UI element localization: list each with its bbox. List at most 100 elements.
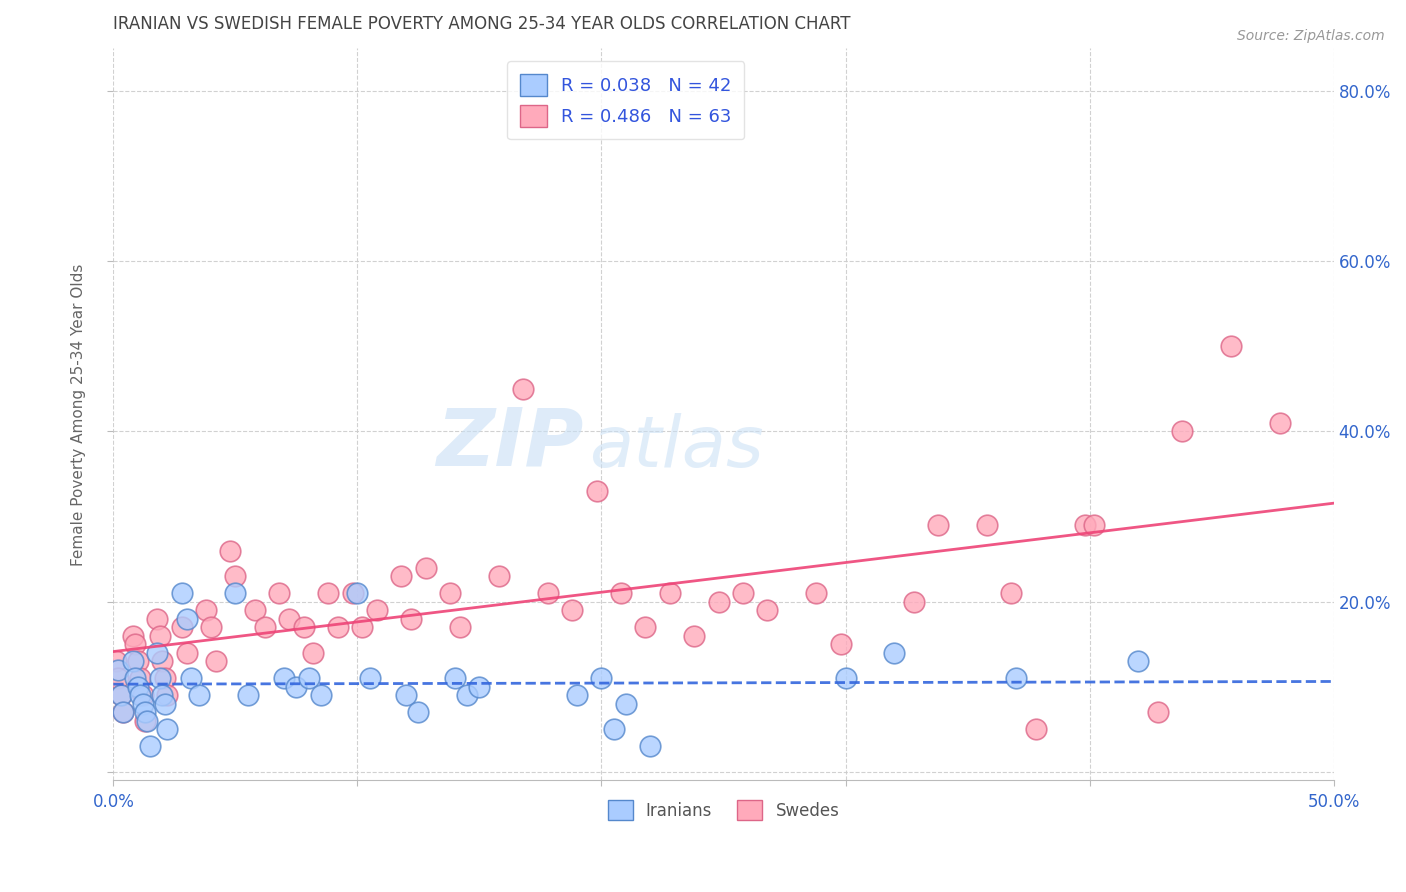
- Point: [236, 688, 259, 702]
- Point: [1083, 518, 1105, 533]
- Point: [395, 688, 418, 702]
- Point: [153, 671, 176, 685]
- Text: Source: ZipAtlas.com: Source: ZipAtlas.com: [1237, 29, 1385, 43]
- Point: [346, 586, 368, 600]
- Point: [170, 586, 193, 600]
- Y-axis label: Female Poverty Among 25-34 Year Olds: Female Poverty Among 25-34 Year Olds: [72, 263, 86, 566]
- Point: [176, 612, 198, 626]
- Point: [110, 688, 132, 702]
- Point: [243, 603, 266, 617]
- Point: [834, 671, 856, 685]
- Point: [408, 705, 430, 719]
- Point: [468, 680, 491, 694]
- Point: [806, 586, 828, 600]
- Point: [389, 569, 412, 583]
- Point: [146, 612, 169, 626]
- Point: [512, 382, 534, 396]
- Text: atlas: atlas: [589, 413, 763, 482]
- Point: [285, 680, 308, 694]
- Point: [127, 654, 149, 668]
- Point: [131, 688, 153, 702]
- Point: [488, 569, 510, 583]
- Point: [1025, 723, 1047, 737]
- Point: [1005, 671, 1028, 685]
- Point: [707, 594, 730, 608]
- Point: [219, 543, 242, 558]
- Point: [415, 560, 437, 574]
- Point: [976, 518, 998, 533]
- Point: [153, 697, 176, 711]
- Point: [134, 714, 156, 728]
- Point: [110, 688, 132, 702]
- Text: IRANIAN VS SWEDISH FEMALE POVERTY AMONG 25-34 YEAR OLDS CORRELATION CHART: IRANIAN VS SWEDISH FEMALE POVERTY AMONG …: [114, 15, 851, 33]
- Point: [253, 620, 276, 634]
- Point: [121, 629, 143, 643]
- Point: [124, 671, 146, 685]
- Point: [883, 646, 905, 660]
- Point: [149, 629, 172, 643]
- Point: [205, 654, 228, 668]
- Point: [112, 705, 135, 719]
- Point: [1128, 654, 1150, 668]
- Point: [134, 705, 156, 719]
- Point: [366, 603, 388, 617]
- Point: [326, 620, 349, 634]
- Point: [1073, 518, 1095, 533]
- Point: [131, 697, 153, 711]
- Point: [156, 723, 179, 737]
- Point: [591, 671, 613, 685]
- Point: [927, 518, 949, 533]
- Point: [139, 739, 162, 754]
- Point: [316, 586, 339, 600]
- Point: [112, 705, 135, 719]
- Point: [731, 586, 754, 600]
- Point: [903, 594, 925, 608]
- Point: [104, 654, 127, 668]
- Legend: Iranians, Swedes: Iranians, Swedes: [600, 793, 846, 827]
- Point: [537, 586, 560, 600]
- Point: [1268, 416, 1291, 430]
- Point: [129, 671, 152, 685]
- Point: [278, 612, 301, 626]
- Point: [107, 663, 129, 677]
- Point: [292, 620, 315, 634]
- Point: [565, 688, 588, 702]
- Point: [1000, 586, 1022, 600]
- Point: [352, 620, 374, 634]
- Point: [309, 688, 332, 702]
- Point: [342, 586, 364, 600]
- Point: [269, 586, 291, 600]
- Point: [273, 671, 295, 685]
- Point: [602, 723, 624, 737]
- Text: 0.0%: 0.0%: [93, 793, 134, 811]
- Point: [638, 739, 661, 754]
- Point: [1147, 705, 1170, 719]
- Point: [614, 697, 637, 711]
- Point: [297, 671, 319, 685]
- Point: [610, 586, 633, 600]
- Point: [756, 603, 779, 617]
- Point: [200, 620, 222, 634]
- Point: [195, 603, 218, 617]
- Point: [170, 620, 193, 634]
- Point: [124, 637, 146, 651]
- Point: [150, 654, 173, 668]
- Point: [359, 671, 381, 685]
- Point: [136, 714, 159, 728]
- Point: [658, 586, 681, 600]
- Point: [683, 629, 706, 643]
- Point: [830, 637, 852, 651]
- Point: [444, 671, 467, 685]
- Point: [1171, 425, 1194, 439]
- Point: [180, 671, 202, 685]
- Point: [456, 688, 478, 702]
- Point: [302, 646, 325, 660]
- Point: [1220, 339, 1243, 353]
- Point: [449, 620, 471, 634]
- Point: [176, 646, 198, 660]
- Point: [150, 688, 173, 702]
- Point: [399, 612, 422, 626]
- Point: [129, 688, 152, 702]
- Point: [149, 671, 172, 685]
- Point: [439, 586, 461, 600]
